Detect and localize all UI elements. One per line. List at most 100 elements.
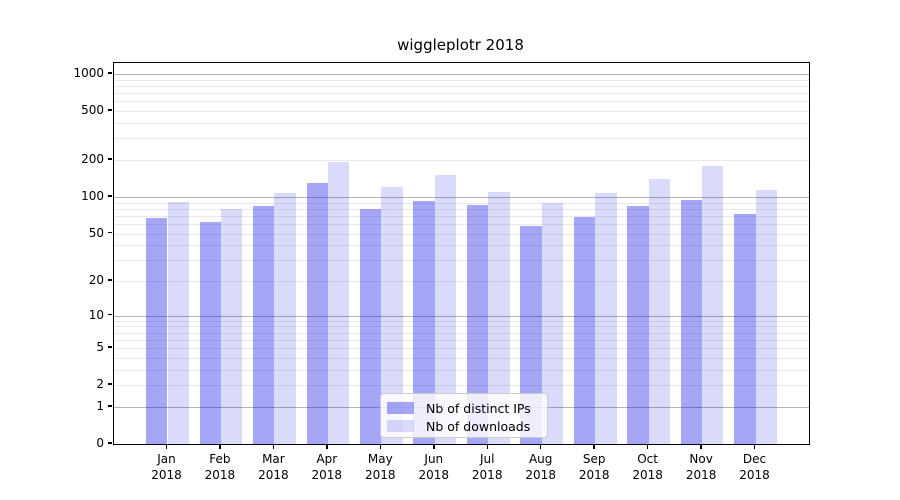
x-tick-mark: [272, 444, 275, 449]
bar-distinct-ips-mar: [253, 206, 275, 444]
x-tick-label: Feb 2018: [205, 451, 236, 483]
x-tick-year: 2018: [632, 468, 663, 482]
bar-distinct-ips-aug: [520, 225, 542, 444]
gridline-minor: [114, 79, 809, 81]
gridline-minor: [114, 202, 809, 204]
x-tick-label: Jul 2018: [472, 451, 503, 483]
x-tick-mark: [593, 444, 595, 449]
x-tick-mark: [433, 444, 435, 449]
x-tick-label: Apr 2018: [312, 451, 343, 483]
x-tick-month: Sep: [582, 452, 606, 466]
x-tick-month: Oct: [637, 452, 658, 466]
gridline-minor: [114, 138, 809, 140]
x-tick-label: Oct 2018: [632, 451, 663, 483]
x-tick-month: Nov: [689, 452, 713, 466]
y-tick-mark: [107, 346, 112, 348]
bar-downloads-jan: [167, 201, 189, 444]
gridline-minor: [114, 123, 809, 125]
gridline-major: [114, 74, 809, 76]
x-tick-year: 2018: [578, 468, 610, 482]
x-tick-label: Aug 2018: [525, 451, 556, 483]
y-tick-mark: [107, 158, 112, 160]
legend-label-distinct-ips: Nb of distinct IPs: [426, 400, 531, 416]
x-tick-year: 2018: [471, 468, 503, 482]
bar-downloads-jun: [434, 175, 457, 444]
chart-title: wiggleplotr 2018: [397, 36, 524, 54]
bar-distinct-ips-dec: [734, 214, 756, 444]
x-tick-label: Jun 2018: [419, 451, 450, 483]
y-tick-mark: [107, 383, 112, 385]
bar-distinct-ips-feb: [199, 222, 221, 444]
bar-distinct-ips-jan: [146, 218, 168, 444]
x-tick-mark: [753, 444, 756, 449]
legend: Nb of distinct IPs Nb of downloads: [380, 393, 548, 438]
y-tick-label: 100: [81, 188, 104, 203]
gridline-major: [114, 196, 809, 198]
bar-downloads-oct: [648, 179, 670, 444]
gridline-minor: [114, 385, 809, 387]
gridline-minor: [114, 369, 809, 371]
gridline-minor: [114, 260, 809, 262]
bar-downloads-nov: [702, 166, 724, 444]
x-tick-month: Apr: [316, 452, 338, 466]
x-tick-label: Dec 2018: [739, 451, 770, 483]
gridline-minor: [114, 160, 809, 161]
gridline-minor: [114, 93, 809, 95]
y-tick-label: 5: [96, 340, 104, 355]
x-tick-mark: [486, 444, 488, 449]
y-tick-label: 0: [96, 436, 104, 450]
y-tick-label: 500: [81, 103, 104, 118]
gridline-minor: [114, 223, 809, 225]
bar-downloads-apr: [327, 161, 350, 444]
y-tick-mark: [107, 195, 112, 197]
x-tick-year: 2018: [258, 468, 289, 482]
gridline-minor: [114, 348, 809, 350]
x-tick-mark: [219, 444, 221, 449]
x-tick-year: 2018: [365, 468, 396, 482]
bar-downloads-mar: [274, 192, 296, 444]
x-tick-year: 2018: [525, 468, 556, 482]
plot-area: Nb of distinct IPs Nb of downloads: [113, 62, 810, 445]
y-tick-mark: [107, 405, 112, 407]
x-tick-year: 2018: [204, 468, 236, 482]
gridline-minor: [114, 281, 809, 282]
gridline-minor: [114, 101, 809, 103]
x-tick-mark: [379, 444, 382, 449]
x-tick-year: 2018: [151, 468, 182, 482]
bar-downloads-aug: [541, 203, 564, 444]
bar-distinct-ips-may: [359, 209, 382, 444]
bar-downloads-dec: [755, 189, 777, 444]
y-tick-mark: [107, 313, 112, 316]
y-tick-mark: [107, 279, 112, 281]
x-tick-mark: [165, 444, 168, 449]
bar-distinct-ips-sep: [573, 216, 596, 444]
legend-item-distinct-ips: Nb of distinct IPs: [387, 399, 541, 417]
x-tick-month: Dec: [742, 452, 767, 466]
y-tick-mark: [107, 442, 112, 444]
bar-downloads-jul: [488, 191, 510, 444]
x-tick-label: Mar 2018: [258, 451, 289, 483]
y-tick-mark: [107, 109, 112, 111]
bar-distinct-ips-jun: [413, 200, 435, 444]
x-tick-mark: [326, 444, 328, 449]
x-tick-label: Sep 2018: [579, 451, 610, 483]
x-tick-month: Jun: [424, 452, 444, 466]
x-tick-label: Nov 2018: [686, 451, 717, 483]
y-tick-mark: [107, 72, 112, 74]
bar-downloads-may: [381, 187, 403, 444]
legend-label-downloads: Nb of downloads: [426, 418, 531, 434]
gridline-minor: [114, 332, 809, 334]
gridline-minor: [114, 339, 809, 341]
bar-distinct-ips-oct: [627, 205, 649, 444]
gridline-minor: [114, 357, 809, 359]
gridline-minor: [114, 233, 809, 235]
y-tick-label: 50: [88, 225, 104, 240]
x-tick-month: Jul: [479, 452, 495, 466]
bar-distinct-ips-jul: [466, 204, 489, 444]
bar-downloads-feb: [220, 209, 243, 444]
y-tick-label: 1000: [73, 66, 104, 81]
x-tick-year: 2018: [418, 468, 450, 482]
bar-distinct-ips-nov: [680, 200, 703, 444]
x-tick-mark: [700, 444, 702, 449]
